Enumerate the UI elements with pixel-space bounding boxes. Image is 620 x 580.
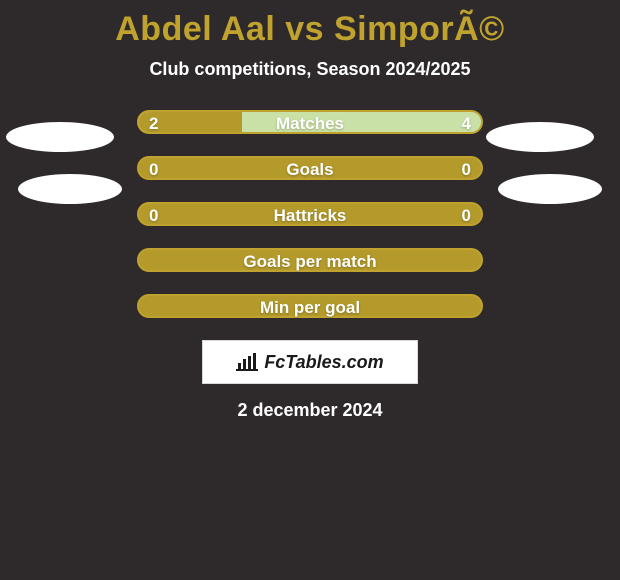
comparison-card: Abdel Aal vs SimporÃ© Club competitions,… <box>0 0 620 580</box>
brand-text: FcTables.com <box>264 352 383 373</box>
brand-badge[interactable]: FcTables.com <box>202 340 418 384</box>
stat-value-left: 0 <box>149 160 158 180</box>
team-badge-placeholder <box>486 122 594 152</box>
bar-chart-icon <box>236 353 258 371</box>
stat-row: Goals per match <box>0 248 620 276</box>
page-title: Abdel Aal vs SimporÃ© <box>0 10 620 49</box>
stat-label: Matches <box>276 114 344 134</box>
date-text: 2 december 2024 <box>0 400 620 421</box>
stat-value-right: 0 <box>462 160 471 180</box>
stat-label: Hattricks <box>274 206 347 226</box>
stat-label: Goals per match <box>243 252 376 272</box>
stat-label: Min per goal <box>260 298 360 318</box>
subtitle: Club competitions, Season 2024/2025 <box>0 59 620 80</box>
stat-value-left: 0 <box>149 206 158 226</box>
team-badge-placeholder <box>6 122 114 152</box>
stat-label: Goals <box>286 160 333 180</box>
team-badge-placeholder <box>18 174 122 204</box>
team-badge-placeholder <box>498 174 602 204</box>
stat-row: Min per goal <box>0 294 620 322</box>
stat-value-right: 4 <box>462 114 471 134</box>
stat-value-right: 0 <box>462 206 471 226</box>
stat-row: Hattricks 0 0 <box>0 202 620 230</box>
stat-value-left: 2 <box>149 114 158 134</box>
